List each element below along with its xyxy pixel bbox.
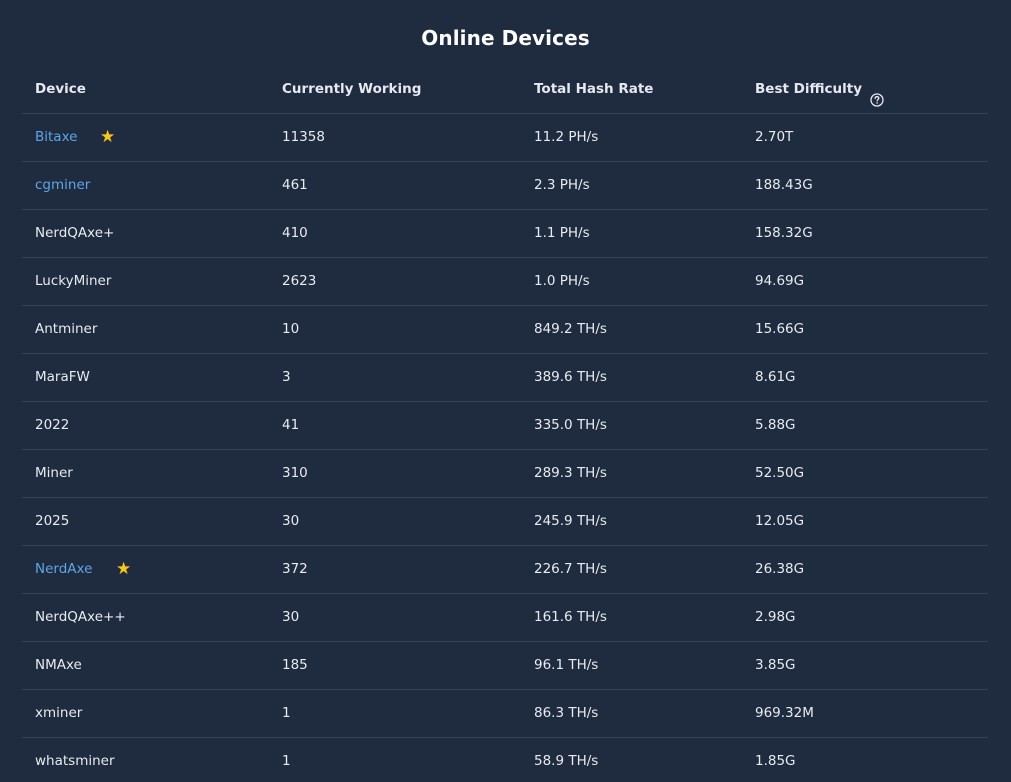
table-row: NerdAxe ★ 372 226.7 TH/s 26.38G xyxy=(22,546,988,594)
difficulty-cell: 1.85G xyxy=(755,753,796,769)
device-name-cell: 2022 xyxy=(35,402,69,449)
working-count-cell: 30 xyxy=(282,513,300,529)
difficulty-cell: 188.43G xyxy=(755,177,813,193)
page-title: Online Devices xyxy=(421,26,590,50)
column-header-working: Currently Working xyxy=(282,81,422,97)
device-name: LuckyMiner xyxy=(35,273,112,289)
device-name: NerdQAxe+ xyxy=(35,225,115,241)
hashrate-cell: 1.1 PH/s xyxy=(534,225,590,241)
difficulty-cell: 52.50G xyxy=(755,465,805,481)
device-name: Miner xyxy=(35,465,73,481)
table-row: MaraFW 3 389.6 TH/s 8.61G xyxy=(22,354,988,402)
device-name-cell: MaraFW xyxy=(35,354,90,401)
column-header-hashrate: Total Hash Rate xyxy=(534,81,654,97)
working-count-cell: 10 xyxy=(282,321,300,337)
table-body: Bitaxe ★ 11358 11.2 PH/s 2.70T cgminer 461 2.3 … xyxy=(22,114,988,782)
device-name: 2025 xyxy=(35,513,70,529)
table-row: NMAxe 185 96.1 TH/s 3.85G xyxy=(22,642,988,690)
difficulty-cell: 26.38G xyxy=(755,561,805,577)
device-name: MaraFW xyxy=(35,369,90,385)
working-count-cell: 310 xyxy=(282,465,308,481)
table-header: Device Currently Working Total Hash Rate… xyxy=(22,66,988,114)
difficulty-cell: 2.70T xyxy=(755,129,794,145)
difficulty-cell: 5.88G xyxy=(755,417,796,433)
device-name-cell[interactable]: cgminer xyxy=(35,162,90,209)
column-header-difficulty-label: Best Difficulty xyxy=(755,81,863,97)
hashrate-cell: 161.6 TH/s xyxy=(534,609,607,625)
device-name: 2022 xyxy=(35,417,70,433)
working-count-cell: 185 xyxy=(282,657,308,673)
device-name: NerdQAxe++ xyxy=(35,609,126,625)
table-row: whatsminer 1 58.9 TH/s 1.85G xyxy=(22,738,988,782)
device-name-cell: xminer xyxy=(35,690,82,737)
hashrate-cell: 849.2 TH/s xyxy=(534,321,607,337)
working-count-cell: 1 xyxy=(282,753,291,769)
hashrate-cell: 86.3 TH/s xyxy=(534,705,599,721)
device-name-cell: NerdQAxe+ xyxy=(35,210,114,257)
working-count-cell: 11358 xyxy=(282,129,325,145)
difficulty-cell: 15.66G xyxy=(755,321,805,337)
working-count-cell: 3 xyxy=(282,369,291,385)
device-link[interactable]: NerdAxe xyxy=(35,561,93,577)
difficulty-cell: 94.69G xyxy=(755,273,805,289)
working-count-cell: 372 xyxy=(282,561,308,577)
device-name-cell: NerdQAxe++ xyxy=(35,594,126,641)
table-row: Miner 310 289.3 TH/s 52.50G xyxy=(22,450,988,498)
difficulty-cell: 8.61G xyxy=(755,369,796,385)
device-name: xminer xyxy=(35,705,83,721)
hashrate-cell: 11.2 PH/s xyxy=(534,129,599,145)
difficulty-cell: 158.32G xyxy=(755,225,813,241)
hashrate-cell: 2.3 PH/s xyxy=(534,177,590,193)
star-icon: ★ xyxy=(116,559,132,579)
devices-table: Device Currently Working Total Hash Rate… xyxy=(22,66,988,782)
hashrate-cell: 1.0 PH/s xyxy=(534,273,590,289)
difficulty-cell: 12.05G xyxy=(755,513,805,529)
table-row: NerdQAxe+ 410 1.1 PH/s 158.32G xyxy=(22,210,988,258)
table-row: 2025 30 245.9 TH/s 12.05G xyxy=(22,498,988,546)
difficulty-cell: 2.98G xyxy=(755,609,796,625)
working-count-cell: 461 xyxy=(282,177,308,193)
device-link[interactable]: Bitaxe xyxy=(35,129,78,145)
device-name-cell[interactable]: NerdAxe ★ xyxy=(35,546,131,593)
device-name-cell: LuckyMiner xyxy=(35,258,111,305)
working-count-cell: 410 xyxy=(282,225,308,241)
working-count-cell: 30 xyxy=(282,609,300,625)
difficulty-cell: 969.32M xyxy=(755,705,814,721)
device-name-cell: 2025 xyxy=(35,498,69,545)
device-name-cell: Miner xyxy=(35,450,73,497)
star-icon: ★ xyxy=(100,127,116,147)
difficulty-cell: 3.85G xyxy=(755,657,796,673)
hashrate-cell: 96.1 TH/s xyxy=(534,657,599,673)
hashrate-cell: 289.3 TH/s xyxy=(534,465,607,481)
device-name-cell: whatsminer xyxy=(35,738,115,782)
device-name: Antminer xyxy=(35,321,98,337)
working-count-cell: 2623 xyxy=(282,273,317,289)
table-row: xminer 1 86.3 TH/s 969.32M xyxy=(22,690,988,738)
table-row: LuckyMiner 2623 1.0 PH/s 94.69G xyxy=(22,258,988,306)
table-row: Bitaxe ★ 11358 11.2 PH/s 2.70T xyxy=(22,114,988,162)
table-row: cgminer 461 2.3 PH/s 188.43G xyxy=(22,162,988,210)
table-row: NerdQAxe++ 30 161.6 TH/s 2.98G xyxy=(22,594,988,642)
device-name-cell: Antminer xyxy=(35,306,97,353)
hashrate-cell: 58.9 TH/s xyxy=(534,753,599,769)
table-row: 2022 41 335.0 TH/s 5.88G xyxy=(22,402,988,450)
working-count-cell: 1 xyxy=(282,705,291,721)
device-name-cell[interactable]: Bitaxe ★ xyxy=(35,114,115,161)
hashrate-cell: 226.7 TH/s xyxy=(534,561,607,577)
table-row: Antminer 10 849.2 TH/s 15.66G xyxy=(22,306,988,354)
working-count-cell: 41 xyxy=(282,417,300,433)
hashrate-cell: 389.6 TH/s xyxy=(534,369,607,385)
device-link[interactable]: cgminer xyxy=(35,177,91,193)
question-circle-icon[interactable] xyxy=(870,80,884,107)
column-header-difficulty: Best Difficulty xyxy=(755,66,884,113)
hashrate-cell: 335.0 TH/s xyxy=(534,417,607,433)
hashrate-cell: 245.9 TH/s xyxy=(534,513,607,529)
column-header-device: Device xyxy=(35,81,86,97)
device-name-cell: NMAxe xyxy=(35,642,82,689)
device-name: whatsminer xyxy=(35,753,115,769)
device-name: NMAxe xyxy=(35,657,82,673)
